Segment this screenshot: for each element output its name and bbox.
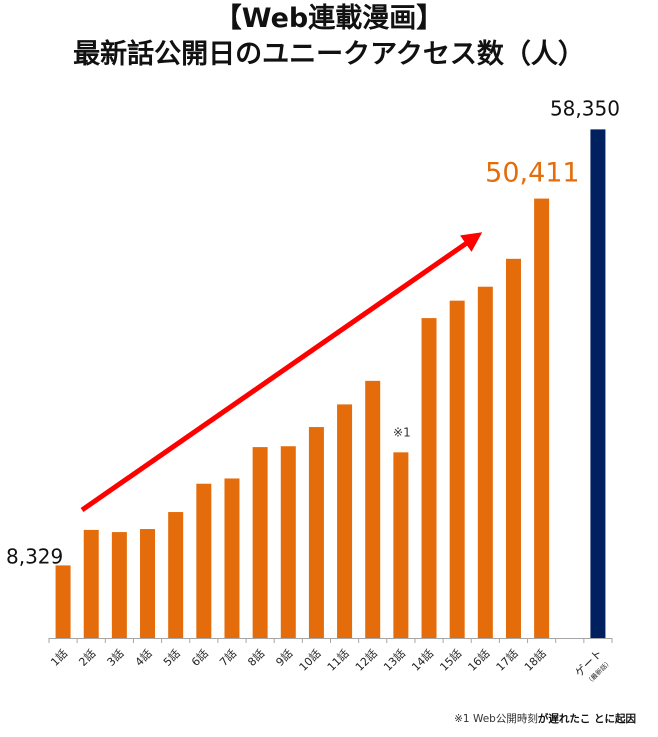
footnote-plain: ※1 Web公開時刻 — [454, 713, 538, 725]
bar-10話 — [308, 427, 324, 638]
bar-9話 — [280, 446, 296, 638]
bar-12話 — [365, 380, 381, 638]
x-tick-label: 14話 — [409, 646, 437, 674]
bar-4話 — [140, 529, 156, 638]
bar-16話 — [477, 286, 493, 638]
footnote-bold: が遅れたこ とに起因 — [537, 713, 636, 725]
footnote: ※1 Web公開時刻が遅れたこ とに起因 — [454, 711, 636, 726]
x-tick-label: 2話 — [76, 646, 99, 669]
x-tick-labels: 1話 2話 3話 4話 5話 6話 7話 8話 9話 10話 11話 12話 13話 14話 15話 16話 1… — [48, 646, 614, 686]
annotations: ※1 — [80, 232, 483, 513]
bar-13話 — [393, 452, 409, 638]
bar-14話 — [421, 318, 437, 638]
x-tick-label: 10話 — [296, 646, 324, 674]
bar-ゲート — [590, 129, 606, 638]
bar-6話 — [196, 483, 212, 638]
x-tick-label: 8話 — [245, 646, 268, 669]
bars-group — [55, 129, 606, 639]
bar-7話 — [224, 478, 240, 638]
bar-3話 — [111, 532, 127, 638]
bar-17話 — [505, 258, 521, 638]
x-tick-label: 11話 — [324, 646, 352, 674]
chart-subtitle: 最新話公開日のユニークアクセス数（人） — [73, 39, 585, 70]
data-labels: 8,329 50,411 58,350 — [6, 96, 620, 568]
bar-2話 — [83, 529, 99, 638]
bar-11話 — [337, 404, 353, 638]
bar-18話 — [534, 198, 550, 639]
x-tick-label: 9話 — [273, 646, 296, 669]
x-tick-label: 5話 — [160, 646, 183, 669]
trend-arrow — [80, 232, 483, 513]
x-tick-label: 15話 — [437, 646, 465, 674]
x-tick-label: 13話 — [380, 646, 408, 674]
bar-15話 — [449, 300, 465, 638]
data-label-ゲート: 58,350 — [550, 96, 620, 120]
x-tick-label: 3話 — [104, 646, 127, 669]
annotation-note-marker: ※1 — [393, 425, 411, 439]
x-tick-label: 4話 — [132, 646, 155, 669]
x-tick-label: 1話 — [48, 646, 71, 669]
bar-8話 — [252, 447, 268, 638]
x-tick-label: 6話 — [188, 646, 211, 669]
x-tick-label: 16話 — [465, 646, 493, 674]
x-tick-label: 7話 — [216, 646, 239, 669]
data-label-18話: 50,411 — [485, 158, 579, 189]
data-label-1話: 8,329 — [6, 544, 63, 568]
x-tick-label: 17話 — [493, 646, 521, 674]
chart-title: 【Web連載漫画】 — [214, 3, 444, 34]
x-axis — [48, 638, 613, 643]
x-tick-label: 12話 — [352, 646, 380, 674]
bar-5話 — [168, 512, 184, 638]
bar-1話 — [55, 565, 71, 638]
x-tick-label: 18話 — [521, 646, 549, 674]
